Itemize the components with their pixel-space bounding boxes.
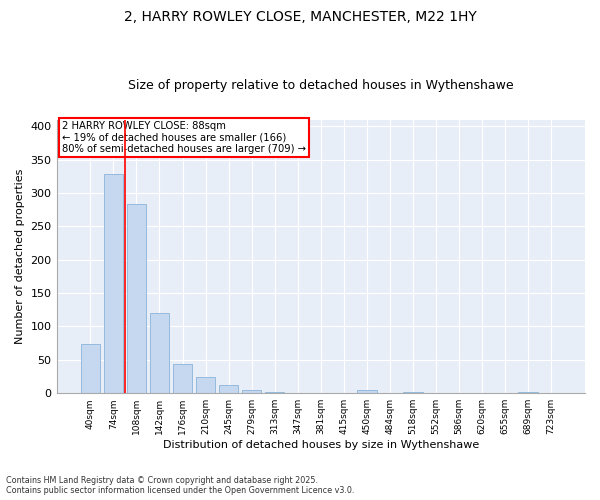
Bar bbox=[149, 313, 169, 393]
Text: 2, HARRY ROWLEY CLOSE, MANCHESTER, M22 1HY: 2, HARRY ROWLEY CLOSE, MANCHESTER, M22 1… bbox=[124, 10, 476, 24]
Y-axis label: Number of detached properties: Number of detached properties bbox=[15, 168, 25, 344]
Bar bbox=[196, 377, 215, 393]
Bar bbox=[127, 204, 146, 393]
X-axis label: Distribution of detached houses by size in Wythenshawe: Distribution of detached houses by size … bbox=[163, 440, 479, 450]
Bar bbox=[219, 385, 238, 393]
Text: Contains HM Land Registry data © Crown copyright and database right 2025.
Contai: Contains HM Land Registry data © Crown c… bbox=[6, 476, 355, 495]
Bar bbox=[265, 392, 284, 393]
Bar bbox=[242, 390, 262, 393]
Bar bbox=[173, 364, 193, 393]
Bar bbox=[403, 392, 423, 393]
Bar bbox=[518, 392, 538, 393]
Bar bbox=[104, 174, 123, 393]
Bar bbox=[80, 344, 100, 393]
Bar bbox=[357, 390, 377, 393]
Title: Size of property relative to detached houses in Wythenshawe: Size of property relative to detached ho… bbox=[128, 79, 514, 92]
Text: 2 HARRY ROWLEY CLOSE: 88sqm
← 19% of detached houses are smaller (166)
80% of se: 2 HARRY ROWLEY CLOSE: 88sqm ← 19% of det… bbox=[62, 121, 306, 154]
